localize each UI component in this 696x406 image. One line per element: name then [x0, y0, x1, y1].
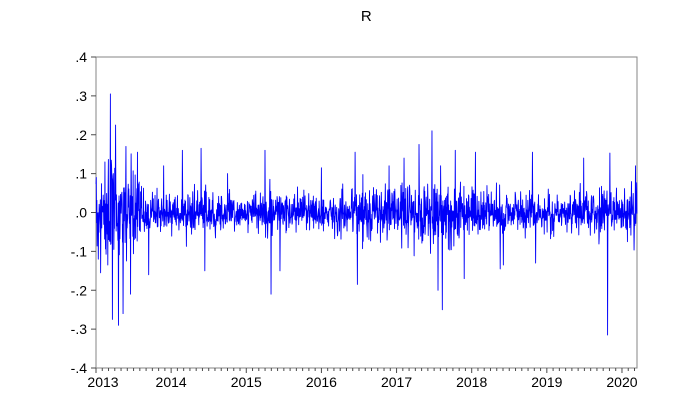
x-axis-tick-label: 2016	[306, 374, 337, 390]
y-axis-tick-label: -.1	[71, 243, 88, 259]
y-axis-tick-label: -.4	[71, 360, 88, 376]
y-axis-tick-label: -.2	[71, 282, 88, 298]
y-axis-tick-label: -.3	[71, 321, 88, 337]
y-axis-tick-label: .4	[75, 49, 87, 65]
x-axis-tick-label: 2015	[231, 374, 262, 390]
chart-title: R	[360, 8, 373, 25]
series-line-r	[95, 93, 638, 336]
y-axis-tick-label: .1	[75, 166, 87, 182]
x-axis-tick-label: 2020	[606, 374, 637, 390]
y-axis-tick-label: .2	[75, 127, 87, 143]
x-axis-tick-label: 2018	[456, 374, 487, 390]
x-axis-tick-label: 2019	[531, 374, 562, 390]
y-axis-tick-label: .0	[75, 205, 87, 221]
x-axis-tick-label: 2013	[87, 374, 118, 390]
y-axis-tick-label: .3	[75, 88, 87, 104]
x-axis-tick-label: 2017	[381, 374, 412, 390]
x-axis-tick-label: 2014	[156, 374, 187, 390]
